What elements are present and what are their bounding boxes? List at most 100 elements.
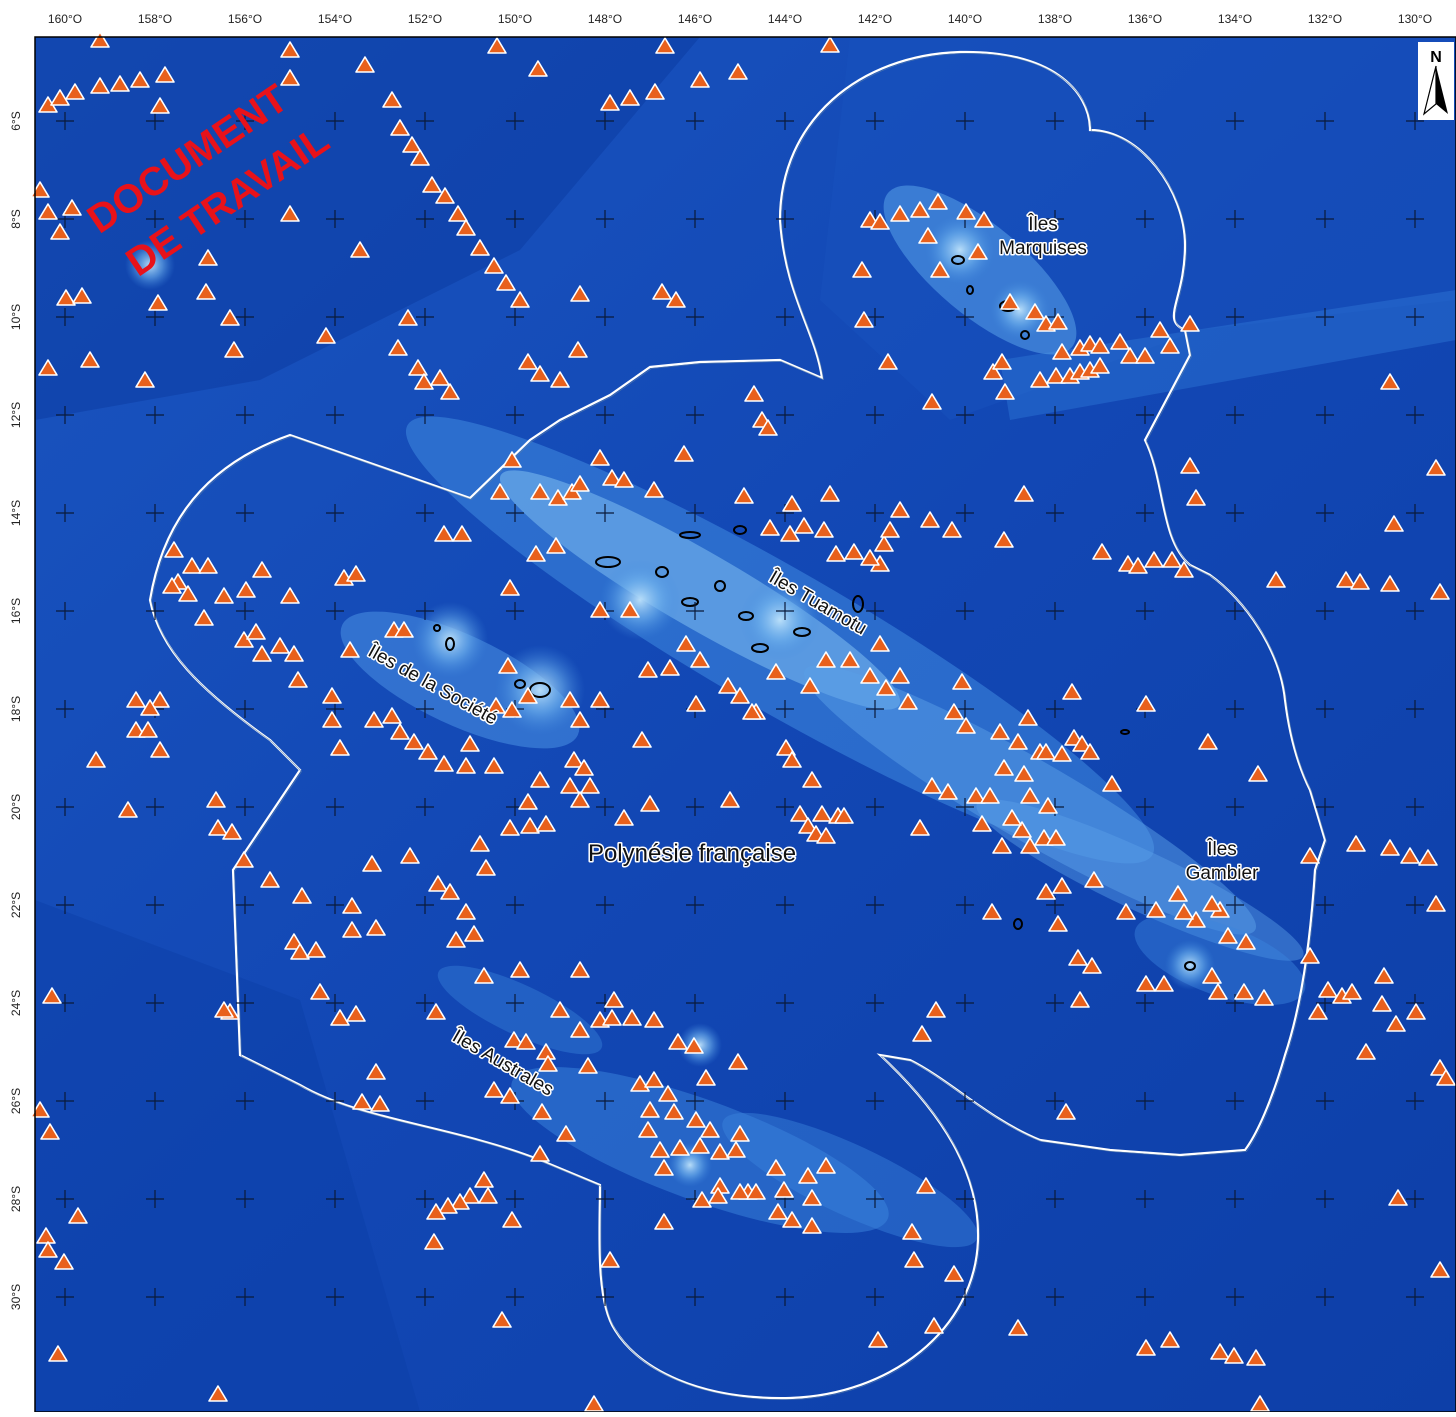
seamount-triangle-icon[interactable] — [1084, 871, 1104, 888]
seamount-triangle-icon[interactable] — [530, 1145, 550, 1162]
seamount-triangle-icon[interactable] — [316, 327, 336, 344]
seamount-triangle-icon[interactable] — [530, 483, 550, 500]
seamount-triangle-icon[interactable] — [330, 739, 350, 756]
seamount-triangle-icon[interactable] — [434, 755, 454, 772]
seamount-triangle-icon[interactable] — [670, 1139, 690, 1156]
seamount-triangle-icon[interactable] — [1036, 743, 1056, 760]
seamount-triangle-icon[interactable] — [150, 691, 170, 708]
seamount-triangle-icon[interactable] — [1136, 695, 1156, 712]
seamount-triangle-icon[interactable] — [564, 751, 584, 768]
seamount-triangle-icon[interactable] — [1090, 337, 1110, 354]
seamount-triangle-icon[interactable] — [428, 875, 448, 892]
seamount-triangle-icon[interactable] — [570, 711, 590, 728]
seamount-triangle-icon[interactable] — [194, 609, 214, 626]
seamount-triangle-icon[interactable] — [1248, 765, 1268, 782]
seamount-triangle-icon[interactable] — [1068, 949, 1088, 966]
seamount-triangle-icon[interactable] — [590, 449, 610, 466]
seamount-triangle-icon[interactable] — [1174, 903, 1194, 920]
seamount-triangle-icon[interactable] — [476, 859, 496, 876]
seamount-triangle-icon[interactable] — [942, 521, 962, 538]
seamount-triangle-icon[interactable] — [38, 359, 58, 376]
seamount-triangle-icon[interactable] — [690, 71, 710, 88]
seamount-triangle-icon[interactable] — [362, 855, 382, 872]
seamount-triangle-icon[interactable] — [802, 771, 822, 788]
seamount-triangle-icon[interactable] — [196, 283, 216, 300]
seamount-triangle-icon[interactable] — [56, 289, 76, 306]
seamount-triangle-icon[interactable] — [898, 693, 918, 710]
seamount-triangle-icon[interactable] — [464, 925, 484, 942]
seamount-triangle-icon[interactable] — [944, 703, 964, 720]
seamount-triangle-icon[interactable] — [930, 261, 950, 278]
seamount-triangle-icon[interactable] — [1250, 1395, 1270, 1412]
seamount-triangle-icon[interactable] — [382, 707, 402, 724]
seamount-triangle-icon[interactable] — [782, 1211, 802, 1228]
seamount-triangle-icon[interactable] — [36, 1227, 56, 1244]
seamount-triangle-icon[interactable] — [350, 241, 370, 258]
seamount-triangle-icon[interactable] — [952, 673, 972, 690]
seamount-triangle-icon[interactable] — [164, 541, 184, 558]
seamount-triangle-icon[interactable] — [484, 757, 504, 774]
seamount-triangle-icon[interactable] — [1318, 981, 1338, 998]
seamount-triangle-icon[interactable] — [1174, 561, 1194, 578]
seamount-triangle-icon[interactable] — [410, 149, 430, 166]
seamount-triangle-icon[interactable] — [1070, 991, 1090, 1008]
seamount-triangle-icon[interactable] — [760, 519, 780, 536]
seamount-triangle-icon[interactable] — [728, 1053, 748, 1070]
seamount-triangle-icon[interactable] — [556, 1125, 576, 1142]
seamount-triangle-icon[interactable] — [214, 587, 234, 604]
seamount-triangle-icon[interactable] — [1046, 367, 1066, 384]
seamount-triangle-icon[interactable] — [1254, 989, 1274, 1006]
seamount-triangle-icon[interactable] — [208, 819, 228, 836]
seamount-triangle-icon[interactable] — [966, 787, 986, 804]
seamount-triangle-icon[interactable] — [155, 66, 175, 83]
seamount-triangle-icon[interactable] — [650, 1141, 670, 1158]
seamount-triangle-icon[interactable] — [1030, 371, 1050, 388]
seamount-triangle-icon[interactable] — [500, 579, 520, 596]
seamount-triangle-icon[interactable] — [1430, 583, 1450, 600]
seamount-triangle-icon[interactable] — [620, 601, 640, 618]
seamount-triangle-icon[interactable] — [1346, 835, 1366, 852]
seamount-triangle-icon[interactable] — [456, 219, 476, 236]
seamount-triangle-icon[interactable] — [548, 489, 568, 506]
seamount-triangle-icon[interactable] — [1342, 983, 1362, 1000]
seamount-triangle-icon[interactable] — [840, 651, 860, 668]
seamount-triangle-icon[interactable] — [1000, 293, 1020, 310]
seamount-triangle-icon[interactable] — [560, 691, 580, 708]
seamount-triangle-icon[interactable] — [676, 635, 696, 652]
seamount-triangle-icon[interactable] — [460, 735, 480, 752]
seamount-triangle-icon[interactable] — [435, 187, 455, 204]
seamount-triangle-icon[interactable] — [118, 801, 138, 818]
seamount-triangle-icon[interactable] — [666, 291, 686, 308]
seamount-triangle-icon[interactable] — [570, 475, 590, 492]
seamount-triangle-icon[interactable] — [590, 601, 610, 618]
seamount-triangle-icon[interactable] — [260, 871, 280, 888]
seamount-triangle-icon[interactable] — [390, 723, 410, 740]
seamount-triangle-icon[interactable] — [758, 419, 778, 436]
seamount-triangle-icon[interactable] — [645, 83, 665, 100]
seamount-triangle-icon[interactable] — [440, 883, 460, 900]
seamount-triangle-icon[interactable] — [568, 341, 588, 358]
seamount-triangle-icon[interactable] — [742, 703, 762, 720]
seamount-triangle-icon[interactable] — [956, 203, 976, 220]
seamount-triangle-icon[interactable] — [1025, 303, 1045, 320]
seamount-triangle-icon[interactable] — [1210, 1343, 1230, 1360]
seamount-triangle-icon[interactable] — [532, 1103, 552, 1120]
seamount-triangle-icon[interactable] — [794, 517, 814, 534]
seamount-triangle-icon[interactable] — [504, 1031, 524, 1048]
seamount-triangle-icon[interactable] — [692, 1191, 712, 1208]
seamount-triangle-icon[interactable] — [182, 557, 202, 574]
seamount-triangle-icon[interactable] — [1426, 459, 1446, 476]
seamount-triangle-icon[interactable] — [1308, 1003, 1328, 1020]
seamount-triangle-icon[interactable] — [992, 353, 1012, 370]
seamount-triangle-icon[interactable] — [922, 393, 942, 410]
seamount-triangle-icon[interactable] — [400, 847, 420, 864]
seamount-triangle-icon[interactable] — [816, 1157, 836, 1174]
seamount-triangle-icon[interactable] — [198, 557, 218, 574]
seamount-triangle-icon[interactable] — [546, 537, 566, 554]
seamount-triangle-icon[interactable] — [620, 89, 640, 106]
seamount-triangle-icon[interactable] — [904, 1251, 924, 1268]
seamount-triangle-icon[interactable] — [918, 227, 938, 244]
seamount-triangle-icon[interactable] — [492, 1311, 512, 1328]
seamount-triangle-icon[interactable] — [1384, 515, 1404, 532]
seamount-triangle-icon[interactable] — [570, 791, 590, 808]
